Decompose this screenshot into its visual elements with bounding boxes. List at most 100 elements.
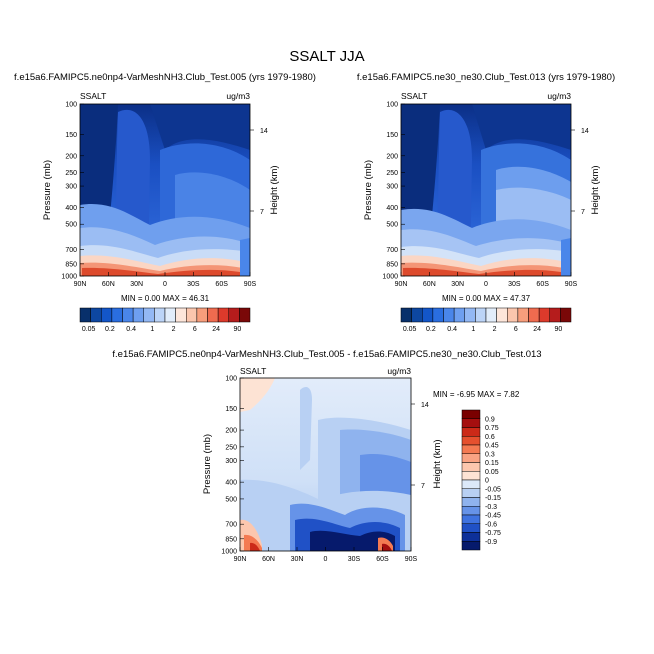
colorbar-swatch — [507, 307, 519, 323]
units-label: ug/m3 — [387, 366, 411, 376]
colorbar-label: 0.05 — [403, 326, 417, 333]
colorbar-label: 0.3 — [485, 451, 495, 458]
colorbar-swatch — [432, 307, 444, 323]
height-tick-label: 14 — [581, 128, 589, 135]
height-tick-label: 14 — [421, 402, 429, 409]
pressure-tick-label: 200 — [65, 153, 77, 160]
lat-tick-label: 0 — [163, 281, 167, 288]
colorbar-swatch — [461, 444, 481, 454]
colorbar-swatch — [217, 307, 229, 323]
colorbar-swatch — [207, 307, 219, 323]
pressure-tick-label: 150 — [225, 406, 237, 413]
colorbar-label: 1 — [150, 326, 154, 333]
colorbar-label: -0.05 — [485, 486, 501, 493]
lat-tick-label: 60N — [262, 556, 275, 563]
lat-tick-label: 30N — [291, 556, 304, 563]
pressure-tick-label: 200 — [386, 153, 398, 160]
colorbar-swatch — [239, 307, 251, 323]
colorbar-swatch — [461, 436, 481, 446]
panel-top-left: f.e15a6.FAMIPC5.ne0np4-VarMeshNH3.Club_T… — [14, 72, 316, 333]
pressure-tick-label: 250 — [386, 170, 398, 177]
colorbar-swatch — [461, 497, 481, 507]
panel-top-right: f.e15a6.FAMIPC5.ne30_ne30.Club_Test.013 … — [357, 72, 615, 333]
variable-label: SSALT — [80, 91, 106, 101]
colorbar: 0.05 0.2 0.4 1 2 6 24 90 — [79, 307, 251, 333]
colorbar-swatch — [560, 307, 572, 323]
colorbar-swatch — [461, 514, 481, 524]
colorbar-label: 6 — [514, 326, 518, 333]
colorbar-swatch — [111, 307, 123, 323]
pressure-tick-label: 250 — [225, 444, 237, 451]
y-axis-right-label: Height (km) — [269, 165, 280, 214]
contour-field — [80, 104, 250, 276]
pressure-tick-label: 300 — [225, 458, 237, 465]
height-tick-label: 14 — [260, 128, 268, 135]
stats-text: MIN = 0.00 MAX = 47.37 — [442, 294, 531, 303]
height-tick-label: 7 — [260, 209, 264, 216]
lat-ticks: 90N 60N 30N 0 30S 60S 90S — [74, 272, 257, 288]
lat-tick-label: 90S — [244, 281, 257, 288]
pressure-tick-label: 150 — [65, 132, 77, 139]
colorbar-label: 0.9 — [485, 416, 495, 423]
y-axis-right-label: Height (km) — [590, 165, 601, 214]
lat-tick-label: 60S — [376, 556, 389, 563]
colorbar-swatch — [461, 471, 481, 481]
colorbar-swatch — [400, 307, 412, 323]
variable-label: SSALT — [240, 366, 266, 376]
figure-title: SSALT JJA — [289, 48, 364, 65]
panel-subtitle: f.e15a6.FAMIPC5.ne0np4-VarMeshNH3.Club_T… — [112, 349, 541, 360]
pressure-ticks: 100 150 200 250 300 400 500 700 850 1000 — [382, 102, 405, 281]
pressure-tick-label: 400 — [386, 205, 398, 212]
pressure-tick-label: 850 — [225, 536, 237, 543]
colorbar-label: 24 — [533, 326, 541, 333]
lat-tick-label: 90N — [395, 281, 408, 288]
lat-tick-label: 90S — [405, 556, 418, 563]
pressure-tick-label: 500 — [65, 222, 77, 229]
lat-tick-label: 30S — [187, 281, 200, 288]
colorbar-swatch — [461, 462, 481, 472]
lat-tick-label: 30S — [508, 281, 521, 288]
colorbar-label: 0.05 — [485, 469, 499, 476]
lat-tick-label: 90S — [565, 281, 578, 288]
units-label: ug/m3 — [547, 91, 571, 101]
colorbar: 0.9 0.75 0.6 0.450.3 0.15 0.05 0-0.05 -0.15 -0.3… — [461, 409, 501, 551]
colorbar-label: 0.05 — [82, 326, 96, 333]
colorbar-label: -0.45 — [485, 513, 501, 520]
colorbar-label: 6 — [193, 326, 197, 333]
pressure-tick-label: 850 — [65, 261, 77, 268]
colorbar-label: -0.15 — [485, 495, 501, 502]
colorbar-swatch — [461, 479, 481, 489]
lat-ticks: 90N 60N 30N 0 30S 60S 90S — [395, 272, 578, 288]
colorbar-swatch — [461, 453, 481, 463]
pressure-tick-label: 1000 — [221, 549, 237, 556]
y-axis-label: Pressure (mb) — [42, 160, 53, 220]
colorbar-swatch — [461, 418, 481, 428]
panel-subtitle: f.e15a6.FAMIPC5.ne30_ne30.Club_Test.013 … — [357, 72, 615, 83]
lat-tick-label: 60S — [536, 281, 549, 288]
lat-tick-label: 60N — [423, 281, 436, 288]
colorbar-swatch — [485, 307, 497, 323]
lat-tick-label: 60N — [102, 281, 115, 288]
height-tick-label: 7 — [581, 209, 585, 216]
lat-tick-label: 30S — [348, 556, 361, 563]
colorbar-swatch — [79, 307, 91, 323]
lat-tick-label: 0 — [324, 556, 328, 563]
colorbar-swatch — [143, 307, 155, 323]
colorbar-swatch — [228, 307, 240, 323]
lat-ticks: 90N 60N 30N 0 30S 60S 90S — [234, 547, 418, 563]
lat-tick-label: 90N — [74, 281, 87, 288]
colorbar-label: 2 — [172, 326, 176, 333]
colorbar-swatch — [154, 307, 166, 323]
colorbar-swatch — [461, 488, 481, 498]
colorbar-swatch — [453, 307, 465, 323]
colorbar-swatch — [164, 307, 176, 323]
lat-tick-label: 0 — [484, 281, 488, 288]
colorbar-label: -0.75 — [485, 530, 501, 537]
pressure-tick-label: 1000 — [382, 274, 398, 281]
colorbar-label: 0.2 — [426, 326, 436, 333]
height-ticks: 14 7 — [250, 128, 268, 216]
colorbar-swatch — [549, 307, 561, 323]
pressure-tick-label: 850 — [386, 261, 398, 268]
y-axis-right-label: Height (km) — [432, 439, 443, 488]
colorbar-label: -0.3 — [485, 504, 497, 511]
